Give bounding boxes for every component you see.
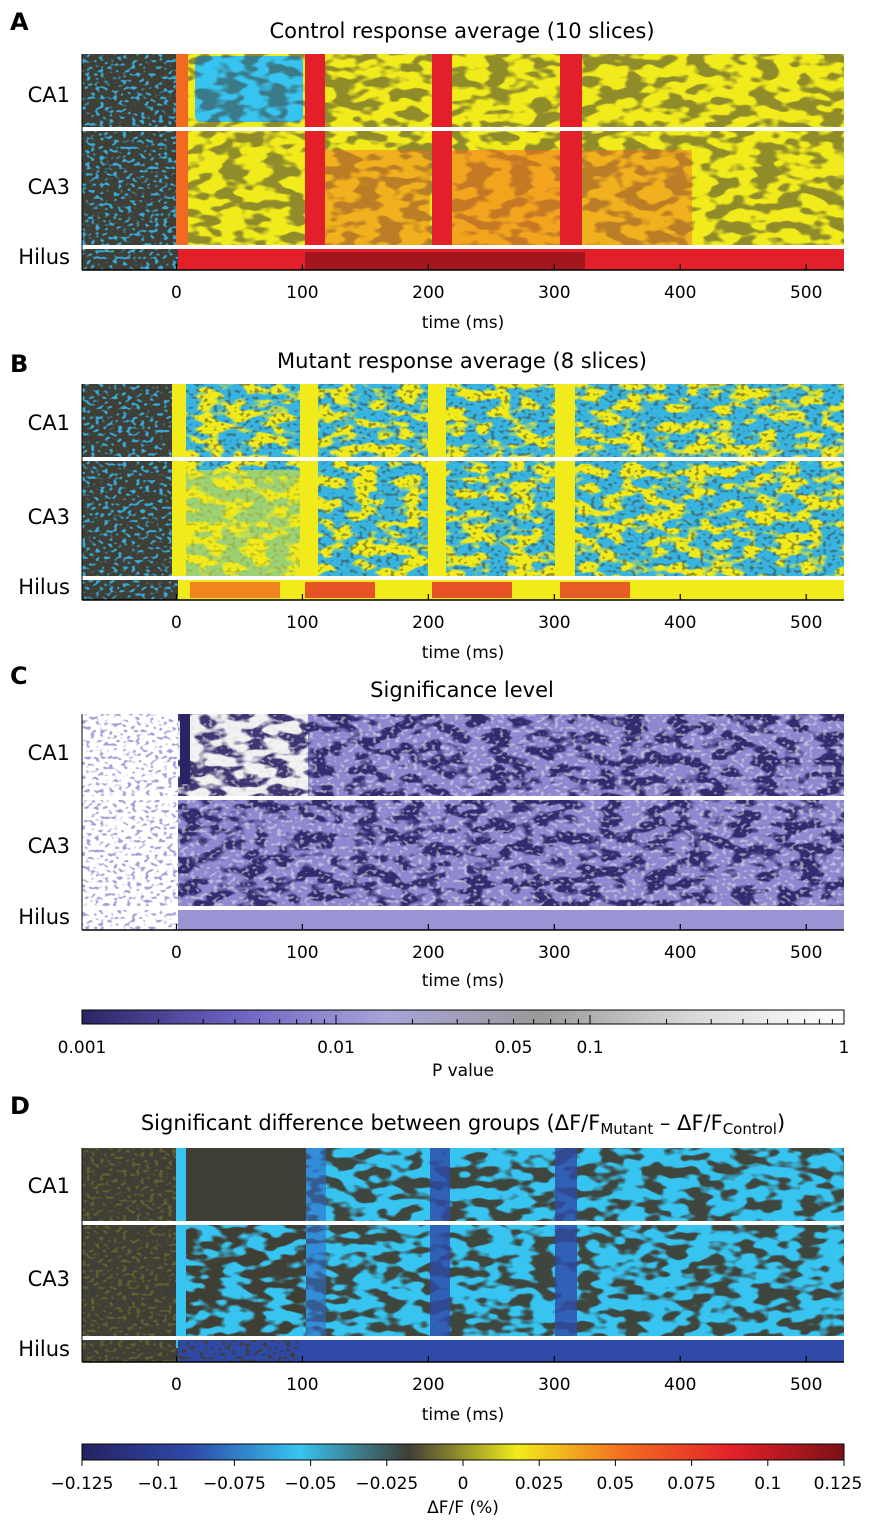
panel-b-region-hilus: Hilus	[18, 575, 70, 599]
panel-a-region-ca3: CA3	[28, 175, 70, 199]
panel-a-xlabel: time (ms)	[422, 313, 505, 333]
xtick-label: 100	[286, 283, 318, 303]
panel-d-title-mid: – ΔF/F	[653, 1111, 722, 1135]
panel-d: D Significant difference between groups …	[10, 1092, 844, 1425]
xtick-label: 500	[790, 613, 822, 633]
panel-c-xaxis	[81, 714, 844, 931]
panel-c-xlabel: time (ms)	[422, 971, 505, 991]
panel-c-label: C	[10, 662, 28, 690]
panel-d-title-sub1: Mutant	[600, 1120, 653, 1138]
dff-tick-label: 0.05	[596, 1474, 634, 1494]
pvalue-colorbar-ticks	[81, 1015, 833, 1024]
xtick-label: 400	[664, 943, 696, 963]
panel-d-xaxis	[81, 1148, 844, 1363]
panel-d-title-end: )	[777, 1111, 785, 1135]
panel-c-region-ca3: CA3	[28, 834, 70, 858]
pvalue-tick-label: 0.1	[576, 1038, 603, 1058]
panel-c-heatmap	[82, 714, 844, 930]
panel-d-heatmap	[82, 1148, 844, 1362]
xtick-label: 100	[286, 943, 318, 963]
xtick-label: 500	[790, 283, 822, 303]
panel-b-heatmap	[82, 384, 844, 600]
pvalue-tick-label: 1	[839, 1038, 850, 1058]
dff-tick-label: 0	[458, 1474, 469, 1494]
panel-b-title: Mutant response average (8 slices)	[277, 349, 647, 373]
pvalue-tick-label: 0.001	[58, 1038, 107, 1058]
xtick-label: 100	[286, 1375, 318, 1395]
panel-b-xaxis	[81, 384, 844, 601]
panel-d-title: Significant difference between groups (Δ…	[141, 1111, 785, 1138]
panel-a-heatmap	[82, 54, 844, 270]
panel-b-label: B	[10, 350, 28, 378]
panel-b-region-ca3: CA3	[28, 505, 70, 529]
xtick-label: 300	[538, 943, 570, 963]
pvalue-colorbar-label: P value	[432, 1061, 494, 1081]
pvalue-colorbar-labels: 0.001 0.01 0.05 0.1 1	[58, 1038, 850, 1058]
xtick-label: 200	[412, 283, 444, 303]
panel-d-region-ca1: CA1	[28, 1174, 70, 1198]
panel-b-region-ca1: CA1	[28, 411, 70, 435]
dff-tick-label: −0.125	[51, 1474, 114, 1494]
xtick-label: 300	[538, 613, 570, 633]
panel-a-xaxis	[81, 54, 844, 271]
dff-tick-label: 0.025	[515, 1474, 564, 1494]
xtick-label: 400	[664, 1375, 696, 1395]
xtick-label: 100	[286, 613, 318, 633]
xtick-label: 200	[412, 943, 444, 963]
panel-c-region-ca1: CA1	[28, 741, 70, 765]
xtick-label: 300	[538, 283, 570, 303]
dff-tick-label: −0.025	[355, 1474, 418, 1494]
panel-d-region-ca3: CA3	[28, 1267, 70, 1291]
panel-a-label: A	[10, 8, 29, 36]
xtick-label: 0	[171, 283, 182, 303]
panel-c-region-hilus: Hilus	[18, 905, 70, 929]
dff-tick-label: 0.125	[814, 1474, 863, 1494]
panel-c: C Significance level CA1 CA3 Hilus time …	[10, 662, 844, 991]
panel-d-title-sub2: Control	[723, 1120, 777, 1138]
xtick-label: 0	[171, 613, 182, 633]
pvalue-tick-label: 0.05	[495, 1038, 533, 1058]
xtick-label: 500	[790, 1375, 822, 1395]
xtick-label: 0	[171, 943, 182, 963]
panel-d-xlabel: time (ms)	[422, 1405, 505, 1425]
xtick-label: 200	[412, 1375, 444, 1395]
xtick-label: 400	[664, 613, 696, 633]
xtick-label: 400	[664, 283, 696, 303]
dff-colorbar-label: ΔF/F (%)	[427, 1498, 499, 1518]
xtick-label: 300	[538, 1375, 570, 1395]
pvalue-colorbar: 0.001 0.01 0.05 0.1 1 P value	[58, 1009, 850, 1081]
dff-tick-label: −0.075	[203, 1474, 266, 1494]
panel-b-xlabel: time (ms)	[422, 643, 505, 663]
panel-d-label: D	[10, 1092, 30, 1120]
xtick-label: 0	[171, 1375, 182, 1395]
panel-c-title: Significance level	[370, 678, 554, 702]
panel-d-region-hilus: Hilus	[18, 1337, 70, 1361]
dff-tick-label: −0.1	[138, 1474, 179, 1494]
dff-colorbar-labels: −0.125 −0.1 −0.075 −0.05 −0.025 0 0.025 0.05 0.0…	[51, 1474, 863, 1494]
dff-colorbar-ticks	[81, 1460, 845, 1466]
panel-a-region-hilus: Hilus	[18, 245, 70, 269]
panel-a: A Control response average (10 slices) C…	[10, 8, 844, 333]
dff-tick-label: 0.1	[754, 1474, 781, 1494]
dff-tick-label: −0.05	[285, 1474, 337, 1494]
panel-a-region-ca1: CA1	[28, 83, 70, 107]
dff-colorbar: −0.125 −0.1 −0.075 −0.05 −0.025 0 0.025 0.05 0.0…	[51, 1443, 863, 1518]
xtick-label: 200	[412, 613, 444, 633]
dff-tick-label: 0.075	[667, 1474, 716, 1494]
panel-a-title: Control response average (10 slices)	[269, 19, 654, 43]
pvalue-tick-label: 0.01	[317, 1038, 355, 1058]
panel-d-title-main: Significant difference between groups (Δ…	[141, 1111, 600, 1135]
panel-b: B Mutant response average (8 slices) CA1…	[10, 349, 844, 663]
xtick-label: 500	[790, 943, 822, 963]
